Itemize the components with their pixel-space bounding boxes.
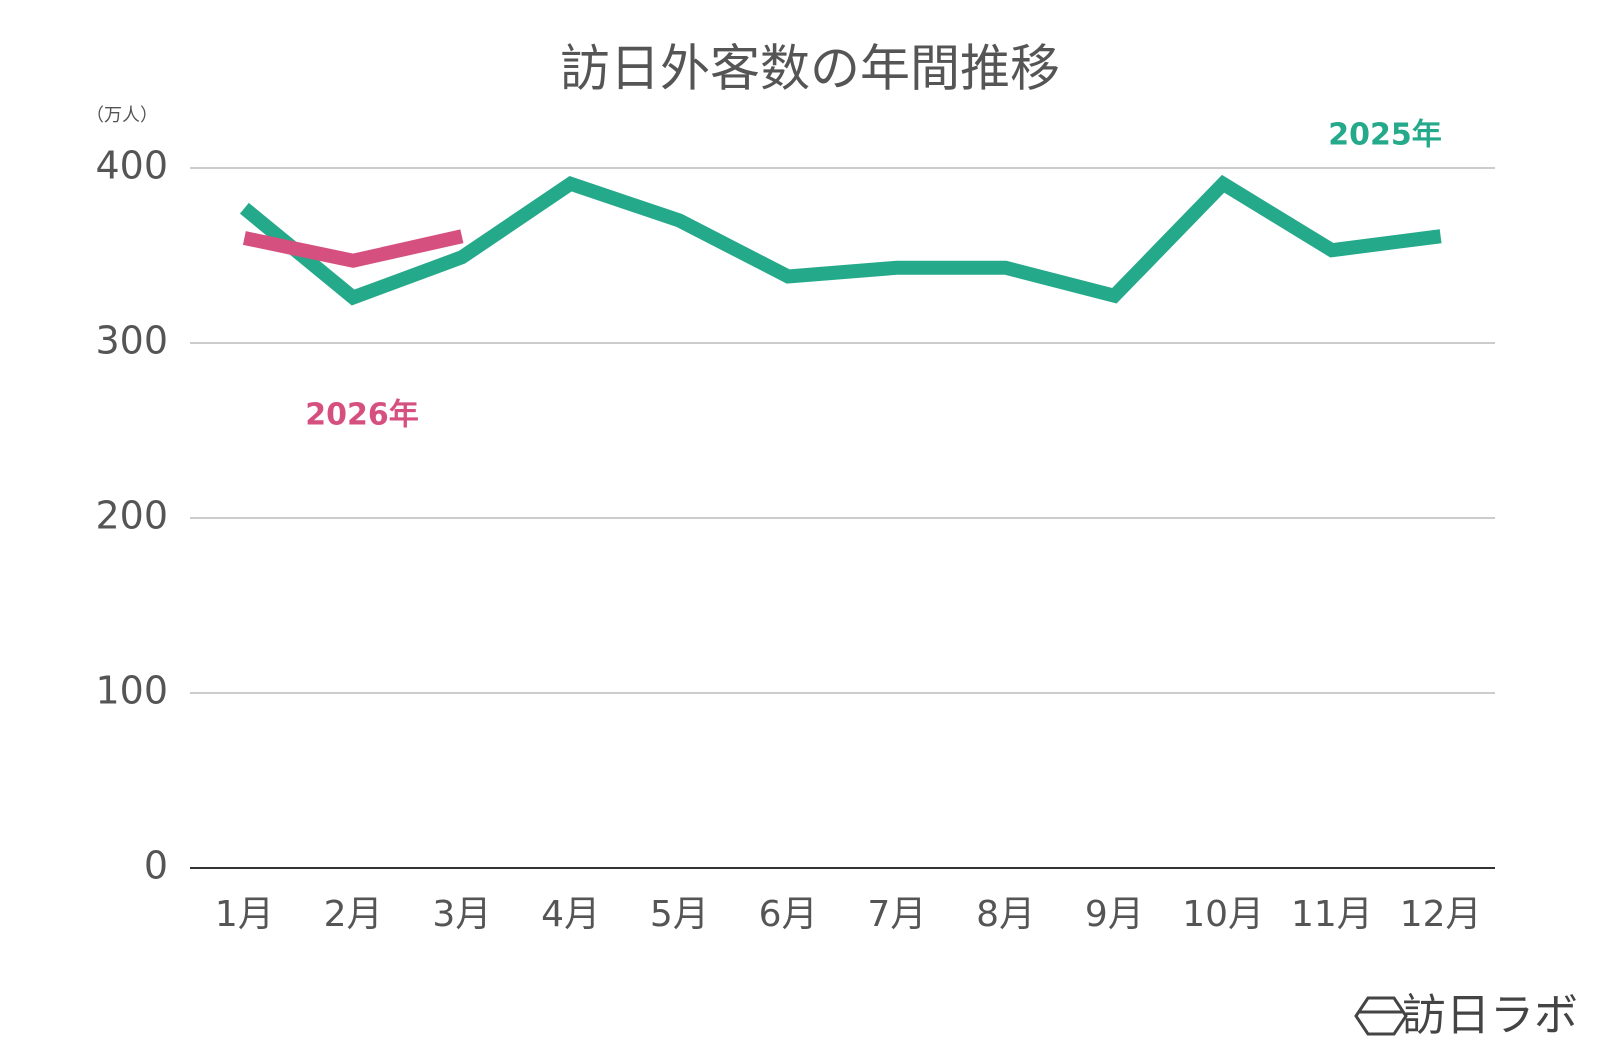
x-tick-label: 4月 — [541, 894, 600, 935]
series-label: 2026年 — [305, 398, 419, 433]
x-tick-label: 6月 — [759, 894, 818, 935]
x-tick-label: 9月 — [1085, 894, 1144, 935]
y-tick-label: 100 — [95, 669, 168, 713]
y-tick-label: 200 — [95, 494, 168, 538]
chart-title: 訪日外客数の年間推移 — [560, 40, 1060, 98]
x-tick-label: 3月 — [432, 894, 491, 935]
series-label: 2025年 — [1328, 118, 1442, 153]
x-tick-label: 7月 — [867, 894, 926, 935]
x-tick-label: 2月 — [324, 894, 383, 935]
y-tick-label: 400 — [95, 144, 168, 188]
x-tick-label: 11月 — [1291, 894, 1373, 935]
x-tick-label: 5月 — [650, 894, 709, 935]
x-tick-label: 12月 — [1400, 894, 1482, 935]
x-tick-label: 10月 — [1182, 894, 1264, 935]
series-line — [242, 229, 464, 268]
series-line — [239, 174, 1442, 306]
x-tick-label: 1月 — [215, 894, 274, 935]
logo-icon — [1354, 996, 1408, 1036]
y-tick-label: 300 — [95, 319, 168, 363]
y-axis-label: （万人） — [86, 105, 158, 126]
y-tick-label: 0 — [144, 844, 168, 888]
x-tick-label: 8月 — [976, 894, 1035, 935]
watermark: 訪日ラボ — [1402, 990, 1578, 1041]
